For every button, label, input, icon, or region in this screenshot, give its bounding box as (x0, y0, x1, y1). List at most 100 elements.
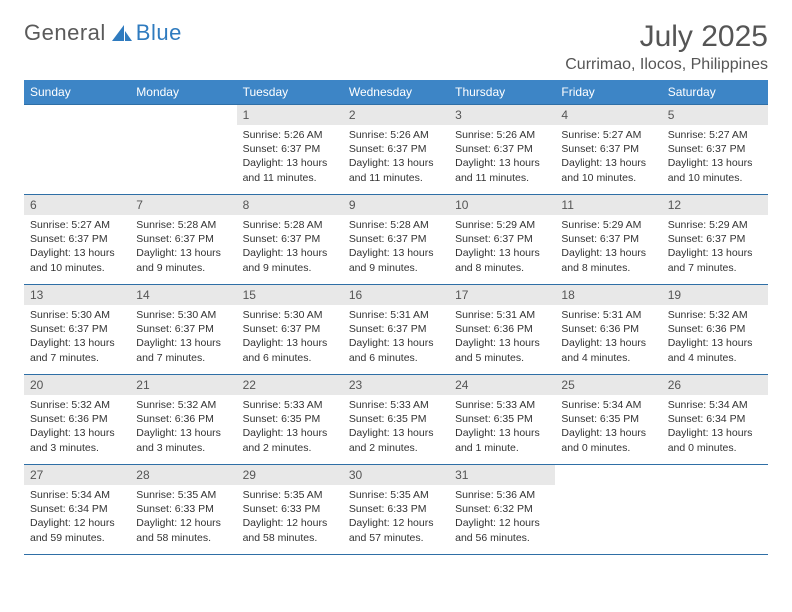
calendar-cell: 11Sunrise: 5:29 AMSunset: 6:37 PMDayligh… (555, 195, 661, 285)
day-number: 30 (343, 465, 449, 485)
day-details: Sunrise: 5:30 AMSunset: 6:37 PMDaylight:… (24, 305, 130, 371)
day-details: Sunrise: 5:28 AMSunset: 6:37 PMDaylight:… (237, 215, 343, 281)
calendar-body: 1Sunrise: 5:26 AMSunset: 6:37 PMDaylight… (24, 105, 768, 555)
day-details: Sunrise: 5:30 AMSunset: 6:37 PMDaylight:… (237, 305, 343, 371)
brand-logo: General Blue (24, 20, 182, 46)
day-number: 17 (449, 285, 555, 305)
day-number: 8 (237, 195, 343, 215)
day-number: 19 (662, 285, 768, 305)
day-number: 25 (555, 375, 661, 395)
calendar-cell: 21Sunrise: 5:32 AMSunset: 6:36 PMDayligh… (130, 375, 236, 465)
calendar-cell: 2Sunrise: 5:26 AMSunset: 6:37 PMDaylight… (343, 105, 449, 195)
day-number: 9 (343, 195, 449, 215)
calendar-cell: 1Sunrise: 5:26 AMSunset: 6:37 PMDaylight… (237, 105, 343, 195)
day-details: Sunrise: 5:26 AMSunset: 6:37 PMDaylight:… (237, 125, 343, 191)
calendar-cell: 5Sunrise: 5:27 AMSunset: 6:37 PMDaylight… (662, 105, 768, 195)
day-number: 7 (130, 195, 236, 215)
calendar-cell-empty (24, 105, 130, 195)
day-details: Sunrise: 5:29 AMSunset: 6:37 PMDaylight:… (555, 215, 661, 281)
location-subtitle: Currimao, Ilocos, Philippines (565, 56, 768, 74)
day-number: 20 (24, 375, 130, 395)
logo-sail-icon (110, 23, 134, 43)
day-details: Sunrise: 5:28 AMSunset: 6:37 PMDaylight:… (130, 215, 236, 281)
day-number: 11 (555, 195, 661, 215)
calendar-cell: 13Sunrise: 5:30 AMSunset: 6:37 PMDayligh… (24, 285, 130, 375)
title-block: July 2025 Currimao, Ilocos, Philippines (565, 20, 768, 74)
day-details: Sunrise: 5:26 AMSunset: 6:37 PMDaylight:… (343, 125, 449, 191)
weekday-header: Friday (555, 80, 661, 105)
day-details: Sunrise: 5:32 AMSunset: 6:36 PMDaylight:… (662, 305, 768, 371)
day-number: 10 (449, 195, 555, 215)
calendar-row: 20Sunrise: 5:32 AMSunset: 6:36 PMDayligh… (24, 375, 768, 465)
calendar-cell-empty (555, 465, 661, 555)
calendar-cell: 16Sunrise: 5:31 AMSunset: 6:37 PMDayligh… (343, 285, 449, 375)
day-number: 1 (237, 105, 343, 125)
calendar-cell: 9Sunrise: 5:28 AMSunset: 6:37 PMDaylight… (343, 195, 449, 285)
calendar-row: 1Sunrise: 5:26 AMSunset: 6:37 PMDaylight… (24, 105, 768, 195)
day-details: Sunrise: 5:35 AMSunset: 6:33 PMDaylight:… (237, 485, 343, 551)
day-number: 27 (24, 465, 130, 485)
calendar-table: Sunday Monday Tuesday Wednesday Thursday… (24, 80, 768, 555)
page-title: July 2025 (565, 20, 768, 54)
day-details: Sunrise: 5:30 AMSunset: 6:37 PMDaylight:… (130, 305, 236, 371)
day-details: Sunrise: 5:31 AMSunset: 6:36 PMDaylight:… (555, 305, 661, 371)
header: General Blue July 2025 Currimao, Ilocos,… (24, 20, 768, 74)
calendar-cell: 20Sunrise: 5:32 AMSunset: 6:36 PMDayligh… (24, 375, 130, 465)
day-number: 14 (130, 285, 236, 305)
day-details: Sunrise: 5:27 AMSunset: 6:37 PMDaylight:… (555, 125, 661, 191)
calendar-cell: 14Sunrise: 5:30 AMSunset: 6:37 PMDayligh… (130, 285, 236, 375)
day-details: Sunrise: 5:32 AMSunset: 6:36 PMDaylight:… (130, 395, 236, 461)
calendar-cell: 24Sunrise: 5:33 AMSunset: 6:35 PMDayligh… (449, 375, 555, 465)
calendar-cell: 22Sunrise: 5:33 AMSunset: 6:35 PMDayligh… (237, 375, 343, 465)
weekday-header: Monday (130, 80, 236, 105)
day-details: Sunrise: 5:34 AMSunset: 6:35 PMDaylight:… (555, 395, 661, 461)
day-details: Sunrise: 5:32 AMSunset: 6:36 PMDaylight:… (24, 395, 130, 461)
calendar-cell: 25Sunrise: 5:34 AMSunset: 6:35 PMDayligh… (555, 375, 661, 465)
day-details: Sunrise: 5:35 AMSunset: 6:33 PMDaylight:… (130, 485, 236, 551)
calendar-row: 27Sunrise: 5:34 AMSunset: 6:34 PMDayligh… (24, 465, 768, 555)
day-number: 16 (343, 285, 449, 305)
day-number: 15 (237, 285, 343, 305)
day-number: 6 (24, 195, 130, 215)
day-number: 23 (343, 375, 449, 395)
day-number: 12 (662, 195, 768, 215)
weekday-header-row: Sunday Monday Tuesday Wednesday Thursday… (24, 80, 768, 105)
day-details: Sunrise: 5:34 AMSunset: 6:34 PMDaylight:… (24, 485, 130, 551)
calendar-cell: 15Sunrise: 5:30 AMSunset: 6:37 PMDayligh… (237, 285, 343, 375)
calendar-cell: 26Sunrise: 5:34 AMSunset: 6:34 PMDayligh… (662, 375, 768, 465)
calendar-row: 13Sunrise: 5:30 AMSunset: 6:37 PMDayligh… (24, 285, 768, 375)
brand-part2: Blue (136, 20, 182, 46)
calendar-cell: 7Sunrise: 5:28 AMSunset: 6:37 PMDaylight… (130, 195, 236, 285)
weekday-header: Sunday (24, 80, 130, 105)
calendar-cell: 10Sunrise: 5:29 AMSunset: 6:37 PMDayligh… (449, 195, 555, 285)
calendar-cell: 8Sunrise: 5:28 AMSunset: 6:37 PMDaylight… (237, 195, 343, 285)
day-number: 31 (449, 465, 555, 485)
day-details: Sunrise: 5:33 AMSunset: 6:35 PMDaylight:… (449, 395, 555, 461)
day-number: 21 (130, 375, 236, 395)
calendar-cell: 27Sunrise: 5:34 AMSunset: 6:34 PMDayligh… (24, 465, 130, 555)
calendar-cell-empty (130, 105, 236, 195)
calendar-cell-empty (662, 465, 768, 555)
day-number: 24 (449, 375, 555, 395)
day-details: Sunrise: 5:33 AMSunset: 6:35 PMDaylight:… (237, 395, 343, 461)
day-details: Sunrise: 5:26 AMSunset: 6:37 PMDaylight:… (449, 125, 555, 191)
day-number: 5 (662, 105, 768, 125)
day-number: 18 (555, 285, 661, 305)
day-number: 3 (449, 105, 555, 125)
calendar-cell: 19Sunrise: 5:32 AMSunset: 6:36 PMDayligh… (662, 285, 768, 375)
calendar-cell: 12Sunrise: 5:29 AMSunset: 6:37 PMDayligh… (662, 195, 768, 285)
day-details: Sunrise: 5:31 AMSunset: 6:37 PMDaylight:… (343, 305, 449, 371)
weekday-header: Thursday (449, 80, 555, 105)
calendar-cell: 30Sunrise: 5:35 AMSunset: 6:33 PMDayligh… (343, 465, 449, 555)
day-number: 29 (237, 465, 343, 485)
calendar-row: 6Sunrise: 5:27 AMSunset: 6:37 PMDaylight… (24, 195, 768, 285)
brand-part1: General (24, 20, 106, 46)
day-details: Sunrise: 5:33 AMSunset: 6:35 PMDaylight:… (343, 395, 449, 461)
calendar-cell: 31Sunrise: 5:36 AMSunset: 6:32 PMDayligh… (449, 465, 555, 555)
day-number: 22 (237, 375, 343, 395)
calendar-cell: 4Sunrise: 5:27 AMSunset: 6:37 PMDaylight… (555, 105, 661, 195)
weekday-header: Wednesday (343, 80, 449, 105)
day-details: Sunrise: 5:28 AMSunset: 6:37 PMDaylight:… (343, 215, 449, 281)
day-number: 4 (555, 105, 661, 125)
day-details: Sunrise: 5:29 AMSunset: 6:37 PMDaylight:… (449, 215, 555, 281)
